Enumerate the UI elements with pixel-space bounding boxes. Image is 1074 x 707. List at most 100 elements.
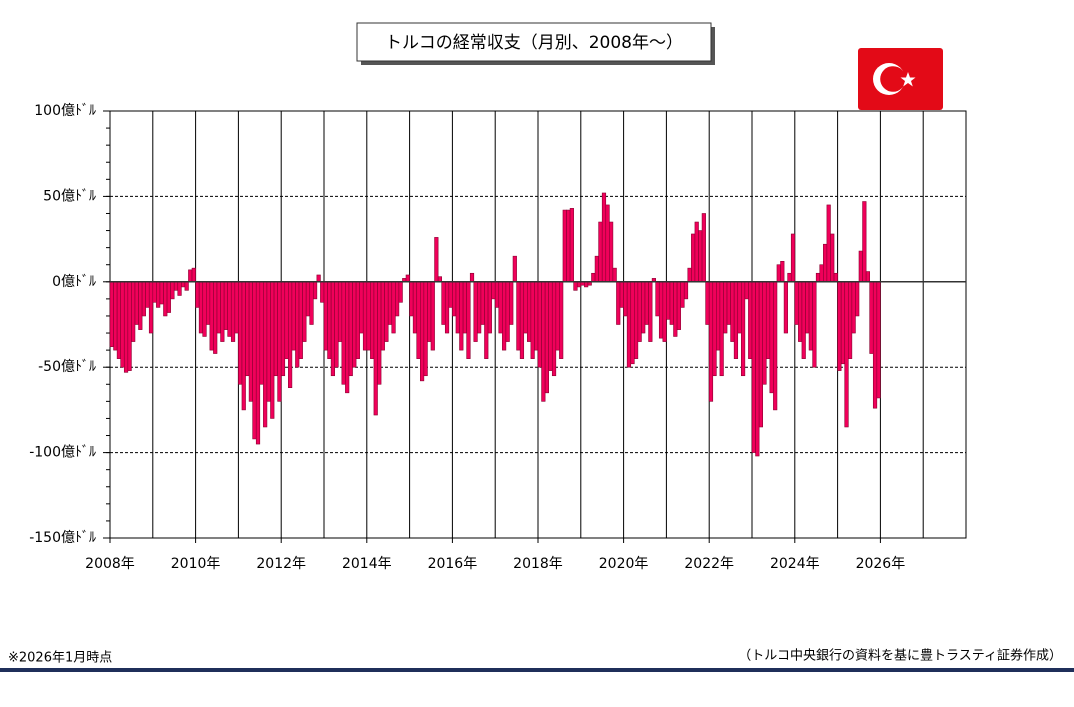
- bar: [794, 281, 799, 325]
- bar: [195, 281, 200, 308]
- bar: [830, 233, 835, 283]
- bar: [851, 281, 856, 334]
- bar: [177, 281, 182, 296]
- bar: [134, 281, 139, 325]
- bar: [569, 208, 574, 283]
- bar: [705, 281, 710, 325]
- bar: [716, 281, 721, 351]
- bar: [405, 274, 410, 283]
- bar: [202, 281, 207, 337]
- bar: [163, 281, 168, 317]
- bar: [487, 281, 492, 334]
- bar: [255, 281, 261, 445]
- bar: [502, 281, 507, 351]
- bar: [123, 281, 129, 373]
- bar: [127, 281, 132, 371]
- bar: [855, 281, 860, 317]
- bar: [206, 281, 211, 325]
- bar: [455, 281, 460, 334]
- bar: [498, 281, 503, 334]
- bar: [669, 281, 674, 325]
- bar: [790, 233, 796, 283]
- bar: [427, 281, 432, 342]
- bar: [248, 281, 253, 402]
- bar: [637, 281, 642, 342]
- bar: [680, 281, 685, 308]
- bar: [516, 281, 521, 351]
- bar: [815, 272, 821, 283]
- x-tick-label: 2022年: [684, 556, 734, 572]
- bar: [469, 272, 475, 283]
- bar: [544, 281, 550, 394]
- bar: [395, 281, 400, 317]
- x-tick-label: 2008年: [85, 556, 135, 572]
- bar: [366, 281, 371, 351]
- y-tick-label: 50億ﾄﾞﾙ: [43, 188, 96, 204]
- bar: [191, 267, 196, 283]
- bar: [295, 281, 300, 368]
- bar: [762, 281, 767, 385]
- bar: [605, 204, 610, 283]
- bar: [116, 281, 121, 359]
- bar: [537, 281, 542, 368]
- bar: [198, 281, 204, 334]
- bar: [687, 267, 692, 283]
- bar: [723, 281, 728, 334]
- bar: [566, 209, 571, 283]
- bar: [740, 281, 746, 377]
- flag-crescent-inner: [880, 66, 906, 92]
- y-tick-label: 100億ﾄﾞﾙ: [34, 103, 96, 119]
- bar: [109, 281, 114, 348]
- bar: [391, 281, 396, 334]
- bar: [348, 281, 353, 377]
- bar: [673, 281, 678, 337]
- bar: [473, 281, 478, 342]
- bar: [530, 281, 535, 359]
- bar: [626, 281, 632, 368]
- y-tick-label: -100億ﾄﾞﾙ: [29, 445, 96, 461]
- bar: [616, 281, 621, 325]
- bar: [462, 281, 467, 334]
- bar: [398, 281, 403, 303]
- bar: [355, 281, 360, 359]
- bar: [337, 281, 343, 342]
- bar: [170, 281, 175, 300]
- bar: [227, 281, 232, 337]
- bar: [298, 281, 303, 359]
- x-tick-label: 2016年: [428, 556, 478, 572]
- bar: [441, 281, 446, 325]
- bar: [555, 281, 560, 351]
- bar: [173, 281, 179, 291]
- bar: [141, 281, 146, 317]
- bar: [370, 281, 375, 359]
- bar: [526, 281, 532, 342]
- bar: [573, 281, 578, 291]
- bar: [787, 272, 792, 283]
- title-box: [356, 22, 712, 62]
- bar: [726, 281, 731, 325]
- bar: [359, 281, 364, 334]
- bar: [437, 276, 442, 283]
- y-tick-label: -50億ﾄﾞﾙ: [38, 359, 96, 375]
- bar: [320, 281, 325, 303]
- bar: [598, 221, 603, 283]
- bar: [876, 281, 881, 399]
- bar: [769, 281, 774, 394]
- bar: [266, 281, 271, 402]
- bar: [683, 281, 689, 300]
- bar: [316, 274, 321, 283]
- bar: [819, 264, 824, 283]
- bar: [230, 281, 236, 342]
- chart-title: トルコの経常収支（月別、2008年～）: [385, 33, 683, 53]
- bar: [148, 281, 154, 334]
- bar: [541, 281, 546, 402]
- bar: [662, 281, 667, 342]
- bar: [509, 281, 514, 325]
- flag-star: [900, 72, 916, 87]
- bar: [512, 255, 517, 283]
- bar: [623, 281, 628, 317]
- bar: [273, 281, 278, 377]
- y-tick-label: 0億ﾄﾞﾙ: [52, 274, 96, 290]
- bar: [156, 281, 161, 308]
